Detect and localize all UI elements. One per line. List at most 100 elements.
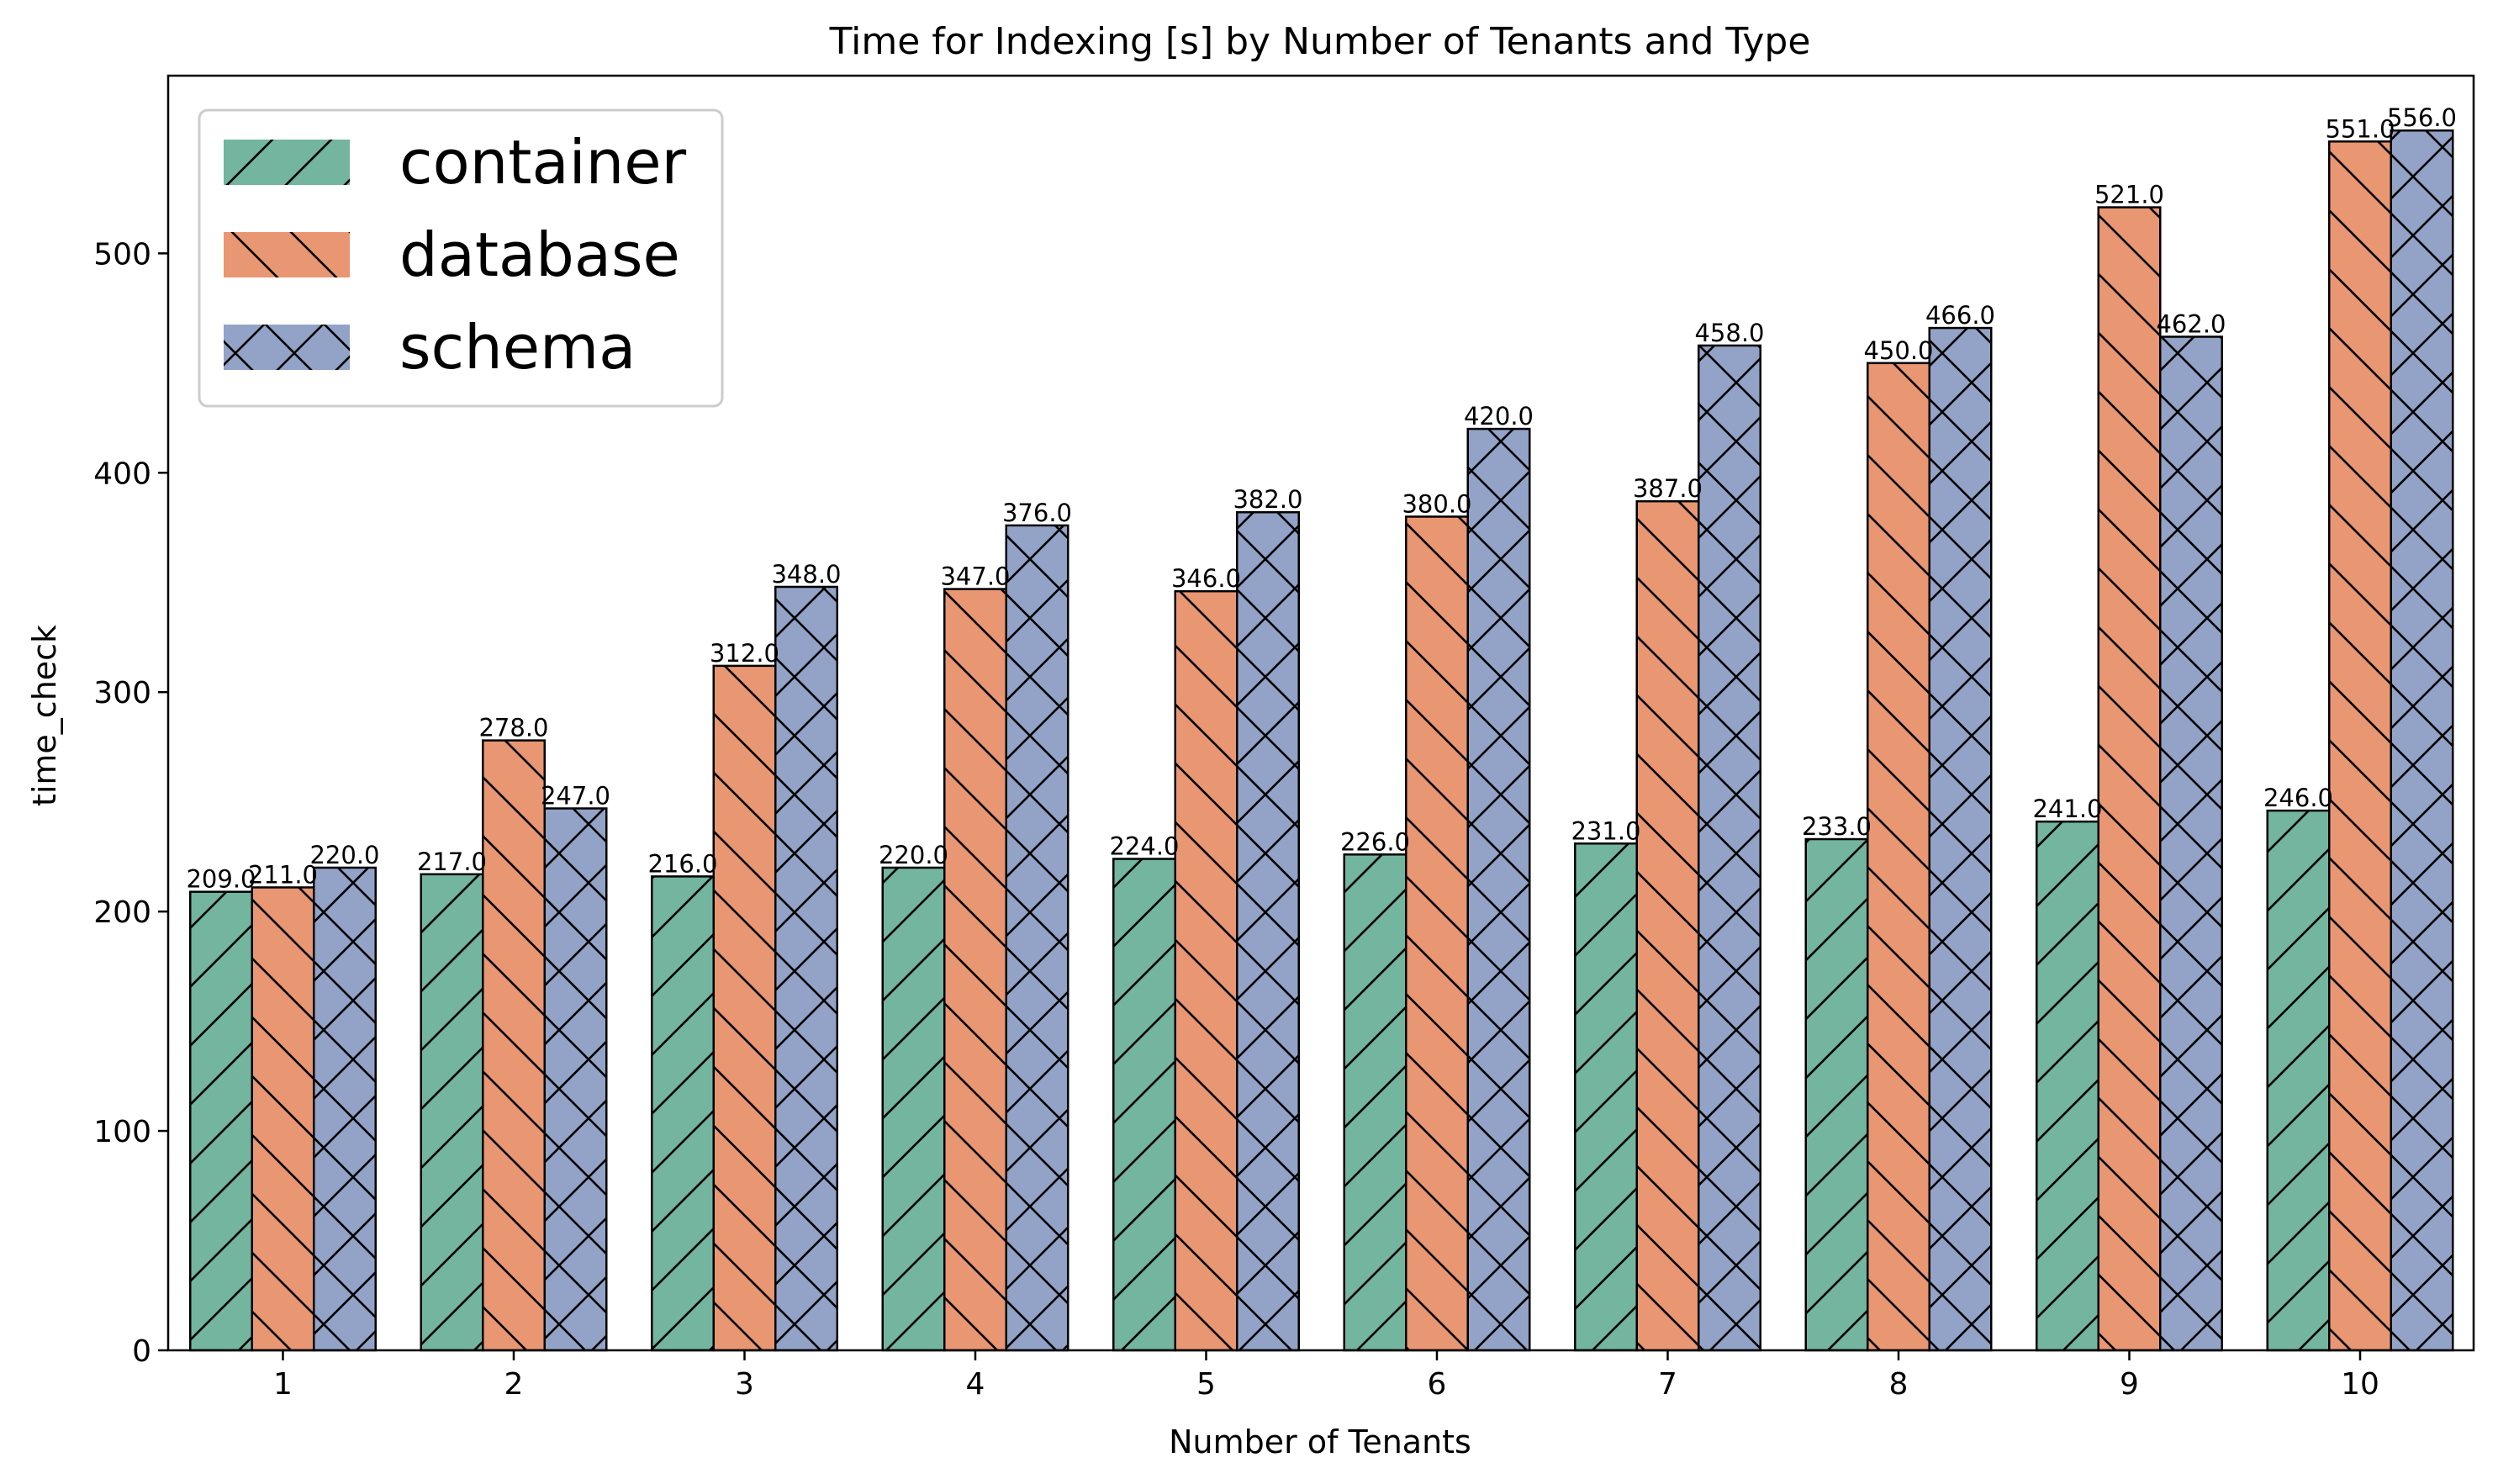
- legend-item-schema: schema: [224, 312, 636, 383]
- legend-swatch-hatch: [224, 232, 350, 277]
- bar-database-2: [482, 739, 546, 1352]
- bar-schema-2: [543, 807, 608, 1352]
- y-tick-label: 0: [132, 1334, 151, 1369]
- chart-title: Time for Indexing [s] by Number of Tenan…: [829, 20, 1811, 63]
- bar-hatch: [1867, 362, 1930, 1352]
- bar-container-4: [881, 866, 946, 1352]
- data-label-schema-9: 462.0: [2156, 310, 2226, 339]
- x-tick-label: 1: [273, 1367, 293, 1402]
- bar-hatch: [2328, 140, 2392, 1352]
- x-tick-label: 2: [504, 1367, 524, 1402]
- bar-container-9: [2036, 820, 2099, 1352]
- bar-container-3: [651, 875, 715, 1352]
- y-tick-label: 500: [93, 237, 151, 272]
- data-label-schema-2: 247.0: [541, 782, 610, 811]
- data-label-schema-6: 420.0: [1464, 402, 1534, 430]
- bar-hatch: [1635, 499, 1700, 1352]
- data-label-container-10: 246.0: [2263, 784, 2333, 812]
- legend-items: container database schema: [224, 127, 687, 383]
- bar-hatch: [313, 866, 377, 1352]
- x-tick-label: 8: [1889, 1367, 1909, 1402]
- legend: container database schema: [198, 108, 724, 408]
- bar-hatch: [1804, 837, 1869, 1352]
- x-tick-label: 7: [1658, 1367, 1677, 1402]
- data-label-database-4: 347.0: [940, 562, 1010, 591]
- bar-schema-5: [1236, 510, 1300, 1352]
- data-label-database-9: 521.0: [2094, 181, 2164, 209]
- bar-database-9: [2097, 206, 2162, 1352]
- y-tick-label: 400: [93, 457, 151, 491]
- bar-database-10: [2328, 140, 2392, 1352]
- data-label-schema-5: 382.0: [1233, 485, 1302, 514]
- data-label-schema-8: 466.0: [1925, 301, 1995, 330]
- bar-hatch: [1343, 853, 1407, 1352]
- data-label-container-2: 217.0: [417, 848, 487, 876]
- data-label-database-3: 312.0: [710, 639, 779, 668]
- bar-hatch: [1405, 515, 1469, 1352]
- bar-hatch: [881, 866, 946, 1352]
- bar-container-6: [1343, 853, 1407, 1352]
- bar-hatch: [2266, 809, 2331, 1352]
- bar-database-3: [712, 664, 777, 1352]
- data-label-schema-4: 376.0: [1002, 499, 1072, 527]
- legend-label-schema: schema: [399, 312, 636, 383]
- bar-container-7: [1574, 842, 1638, 1352]
- data-label-database-2: 278.0: [478, 714, 548, 742]
- data-label-container-4: 220.0: [879, 841, 948, 869]
- x-tick-label: 10: [2341, 1367, 2379, 1402]
- bar-hatch: [1236, 510, 1300, 1352]
- data-label-container-3: 216.0: [647, 849, 717, 878]
- bar-hatch: [2390, 129, 2454, 1352]
- bar-hatch: [189, 890, 253, 1352]
- y-axis: 0 100 200 300 400 500: [93, 237, 168, 1369]
- bar-hatch: [251, 886, 315, 1352]
- data-label-container-7: 231.0: [1571, 816, 1640, 845]
- data-label-database-8: 450.0: [1863, 336, 1933, 365]
- bar-hatch: [420, 873, 484, 1352]
- data-label-database-10: 551.0: [2325, 114, 2395, 143]
- bar-hatch: [2097, 206, 2162, 1352]
- bar-database-1: [251, 886, 315, 1352]
- bar-database-7: [1635, 499, 1700, 1352]
- bar-hatch: [774, 585, 838, 1352]
- bar-schema-4: [1005, 524, 1069, 1352]
- y-tick-label: 200: [93, 895, 151, 930]
- data-label-container-8: 233.0: [1802, 812, 1872, 841]
- bar-database-5: [1174, 589, 1238, 1352]
- bar-container-10: [2266, 809, 2331, 1352]
- data-label-schema-7: 458.0: [1694, 319, 1764, 347]
- y-tick-label: 100: [93, 1115, 151, 1149]
- legend-item-database: database: [224, 219, 680, 290]
- legend-label-database: database: [399, 219, 680, 290]
- legend-label-container: container: [399, 127, 687, 198]
- legend-swatch-hatch: [224, 140, 350, 185]
- x-tick-label: 3: [735, 1367, 754, 1402]
- y-axis-title: time_check: [26, 625, 63, 806]
- data-label-schema-1: 220.0: [309, 841, 379, 869]
- bar-schema-6: [1466, 427, 1531, 1352]
- bar-container-5: [1112, 858, 1176, 1352]
- x-axis-title: Number of Tenants: [1169, 1423, 1471, 1460]
- data-label-database-5: 346.0: [1171, 564, 1241, 593]
- bar-hatch: [1174, 589, 1238, 1352]
- bar-hatch: [943, 588, 1007, 1352]
- bar-hatch: [1574, 842, 1638, 1352]
- bar-hatch: [1005, 524, 1069, 1352]
- x-axis: 1 2 3 4 5 6 7 8 9 10: [273, 1350, 2379, 1402]
- bar-database-8: [1867, 362, 1930, 1352]
- bar-hatch: [1466, 427, 1531, 1352]
- y-tick-label: 300: [93, 676, 151, 710]
- data-label-container-5: 224.0: [1109, 832, 1179, 861]
- legend-swatch-hatch: [224, 325, 350, 370]
- x-tick-label: 6: [1428, 1367, 1447, 1402]
- data-label-database-6: 380.0: [1402, 489, 1471, 518]
- data-label-container-6: 226.0: [1340, 827, 1410, 856]
- plot-area-frame: [166, 74, 2475, 1352]
- bar-schema-8: [1928, 326, 1993, 1352]
- data-label-container-1: 209.0: [186, 865, 256, 894]
- bar-hatch: [712, 664, 777, 1352]
- bar-database-6: [1405, 515, 1469, 1352]
- legend-item-container: container: [224, 127, 687, 198]
